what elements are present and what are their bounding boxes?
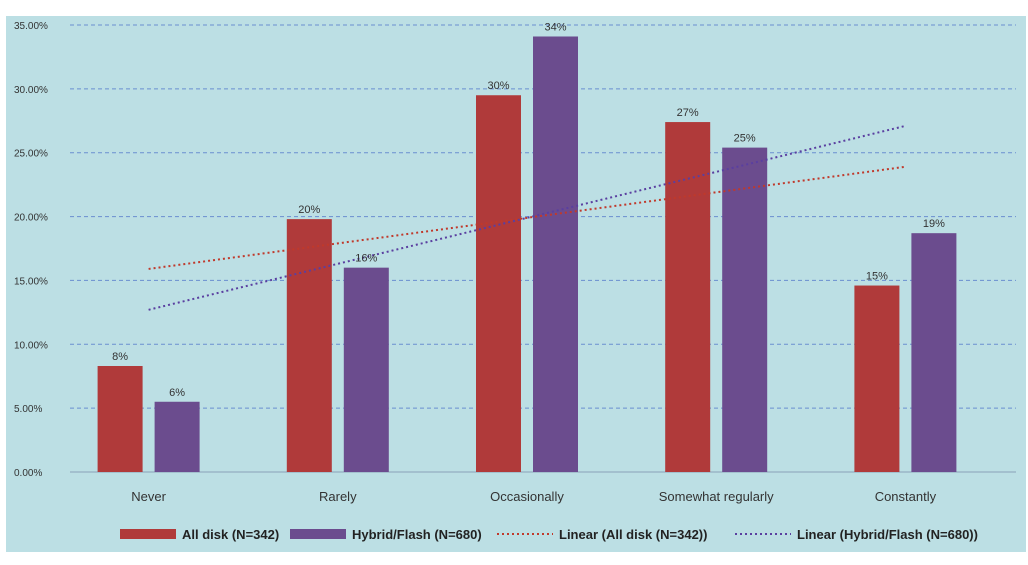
category-label: Never [131, 489, 166, 504]
bar-all-disk [476, 95, 521, 472]
legend-label: Hybrid/Flash (N=680) [352, 527, 482, 542]
data-label: 20% [298, 204, 320, 216]
legend-swatch [120, 529, 176, 539]
y-tick-label: 10.00% [14, 340, 48, 351]
x-axis-categories: Never Rarely Occasionally Somewhat regularl… [131, 489, 936, 504]
y-tick-label: 25.00% [14, 149, 48, 160]
data-label: 27% [677, 107, 699, 119]
category-label: Somewhat regularly [659, 489, 774, 504]
bar-hybrid-flash [154, 401, 200, 472]
data-label: 15% [866, 271, 888, 283]
legend: All disk (N=342) Hybrid/Flash (N=680) Line… [120, 527, 978, 542]
data-label: 19% [923, 218, 945, 230]
legend-label: Linear (All disk (N=342)) [559, 527, 707, 542]
trendlines [148, 124, 906, 311]
bar-all-disk [286, 219, 332, 472]
y-tick-label: 5.00% [14, 404, 42, 415]
bar-hybrid-flash [722, 147, 768, 472]
data-label: 25% [734, 133, 756, 145]
bar-all-disk [97, 365, 143, 472]
y-tick-label: 35.00% [14, 21, 48, 32]
category-label: Constantly [875, 489, 937, 504]
data-label: 16% [355, 253, 377, 265]
y-tick-label: 15.00% [14, 276, 48, 287]
legend-label: All disk (N=342) [182, 527, 279, 542]
category-label: Rarely [319, 489, 357, 504]
y-tick-label: 0.00% [14, 468, 42, 479]
data-label: 8% [112, 351, 128, 363]
data-label: 6% [169, 387, 185, 399]
y-tick-label: 30.00% [14, 85, 48, 96]
bar-hybrid-flash [343, 267, 389, 472]
data-labels: 8% 6% 20% 16% 30% 34% 27% 25% 15% 19% [112, 21, 945, 398]
y-axis-ticks: 0.00% 5.00% 10.00% 15.00% 20.00% 25.00% 30.00%… [14, 21, 48, 479]
legend-label: Linear (Hybrid/Flash (N=680)) [797, 527, 978, 542]
bars [97, 36, 957, 472]
data-label: 34% [544, 21, 566, 33]
trendline-all-disk [148, 165, 906, 270]
bar-hybrid-flash [533, 36, 578, 472]
bar-all-disk [665, 122, 711, 472]
bar-hybrid-flash [911, 233, 957, 472]
legend-swatch [290, 529, 346, 539]
y-tick-label: 20.00% [14, 213, 48, 224]
data-label: 30% [487, 80, 509, 92]
bar-all-disk [854, 285, 900, 472]
category-label: Occasionally [490, 489, 564, 504]
